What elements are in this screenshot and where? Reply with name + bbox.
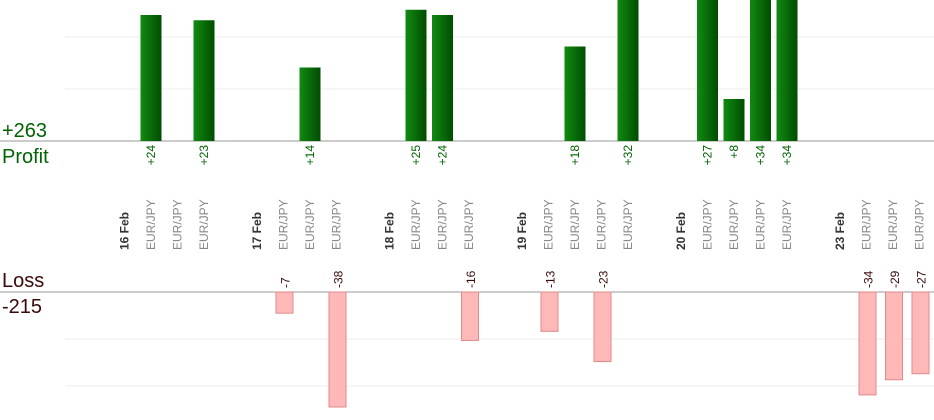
- profit-value-label: +34: [754, 145, 768, 166]
- loss-total: -215: [2, 296, 42, 318]
- category-labels: 16 Feb EUR/JPY EUR/JPY EUR/JPY 17 Feb EUR/JPY…: [118, 199, 927, 250]
- profit-value-label: +18: [568, 145, 582, 166]
- loss-value-label: -29: [888, 270, 902, 288]
- date-label: 16 Feb: [118, 212, 132, 250]
- profit-value-label: +8: [727, 145, 741, 159]
- category-label: EUR/JPY: [436, 199, 450, 250]
- profit-bar: [299, 67, 321, 141]
- category-label: EUR/JPY: [727, 199, 741, 250]
- loss-value-label: -13: [544, 270, 558, 288]
- category-label: EUR/JPY: [568, 199, 582, 250]
- profit-total: +263: [2, 120, 47, 142]
- category-label: EUR/JPY: [780, 199, 794, 250]
- loss-gridlines: [65, 338, 934, 387]
- loss-bar: [911, 291, 930, 375]
- profit-value-label: +34: [780, 145, 794, 166]
- date-label: 23 Feb: [833, 212, 847, 250]
- loss-bar: [858, 291, 877, 396]
- profit-value-label: +25: [409, 145, 423, 166]
- category-label: EUR/JPY: [701, 199, 715, 250]
- loss-bar: [328, 291, 347, 408]
- profit-bar: [750, 0, 771, 141]
- category-label: EUR/JPY: [277, 199, 291, 250]
- category-label: EUR/JPY: [197, 199, 211, 250]
- profit-bar: [140, 15, 162, 141]
- category-label: EUR/JPY: [462, 199, 476, 250]
- profit-label: Profit: [2, 146, 49, 168]
- date-label: 18 Feb: [383, 212, 397, 250]
- date-label: 17 Feb: [250, 212, 264, 250]
- profit-value-label: +24: [144, 145, 158, 166]
- loss-value-label: -16: [464, 270, 478, 288]
- profit-bar: [776, 0, 798, 141]
- loss-value-label: -38: [332, 270, 346, 288]
- loss-bar: [885, 291, 903, 381]
- date-label: 20 Feb: [674, 212, 688, 250]
- loss-bar: [540, 291, 559, 332]
- loss-label: Loss: [2, 270, 44, 292]
- category-label: EUR/JPY: [542, 199, 556, 250]
- loss-value-label: -23: [597, 270, 611, 288]
- date-label: 19 Feb: [515, 212, 529, 250]
- loss-bars: [275, 291, 930, 408]
- category-label: EUR/JPY: [171, 199, 185, 250]
- profit-bar: [617, 0, 639, 141]
- loss-bar: [275, 291, 294, 314]
- loss-bar: [461, 291, 479, 341]
- loss-value-label: -34: [862, 270, 876, 288]
- loss-value-label: -7: [279, 277, 293, 288]
- profit-value-label: +27: [701, 145, 715, 166]
- value-labels: +24 +23 -7 +14 -38 +25 +24 -16 -13 +18 -23 +32 +27 +8…: [144, 145, 929, 288]
- category-label: EUR/JPY: [303, 199, 317, 250]
- category-label: EUR/JPY: [595, 199, 609, 250]
- category-label: EUR/JPY: [409, 199, 423, 250]
- category-label: EUR/JPY: [860, 199, 874, 250]
- profit-value-label: +32: [621, 145, 635, 166]
- category-label: EUR/JPY: [754, 199, 768, 250]
- category-label: EUR/JPY: [330, 199, 344, 250]
- loss-value-label: -27: [915, 270, 929, 288]
- category-label: EUR/JPY: [886, 199, 900, 250]
- profit-bar: [564, 46, 586, 141]
- profit-value-label: +24: [436, 145, 450, 166]
- profit-bars: [140, 0, 798, 141]
- profit-value-label: +23: [197, 145, 211, 166]
- profit-bar: [405, 9, 427, 141]
- profit-bar: [432, 15, 453, 141]
- category-label: EUR/JPY: [144, 199, 158, 250]
- category-label: EUR/JPY: [913, 199, 927, 250]
- profit-value-label: +14: [303, 145, 317, 166]
- loss-bar: [593, 291, 612, 363]
- profit-bar: [697, 0, 718, 141]
- category-label: EUR/JPY: [621, 199, 635, 250]
- profit-bar: [193, 20, 215, 141]
- profit-bar: [723, 99, 745, 141]
